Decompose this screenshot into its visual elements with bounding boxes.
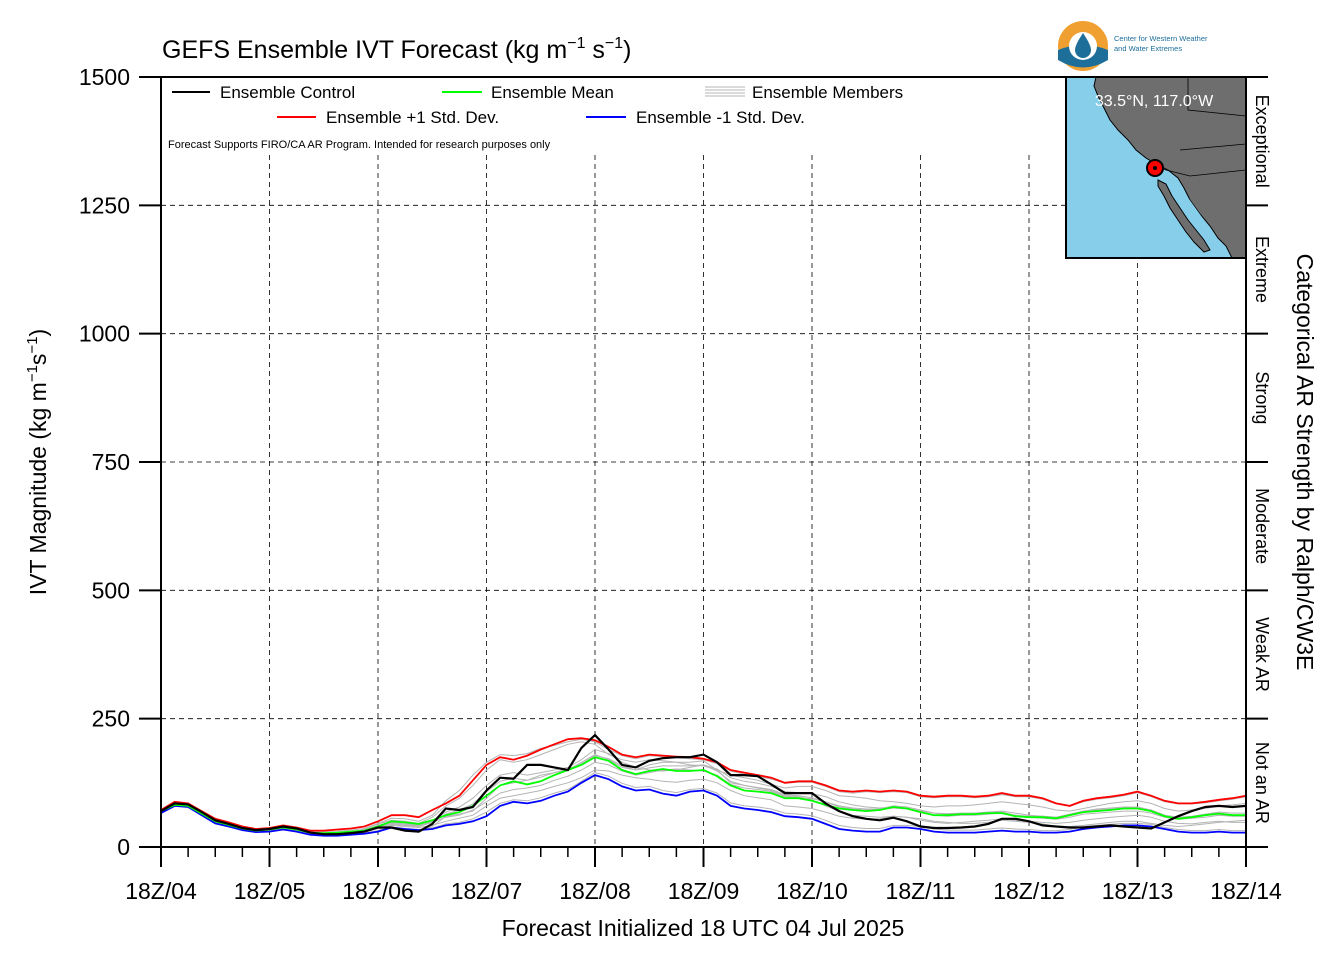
y-tick-label-5: 1250: [79, 192, 130, 218]
series-lines: [160, 733, 1247, 837]
series-control-line: [160, 733, 1247, 836]
location-center-icon: [1153, 166, 1157, 170]
inset-map-frame: [1065, 76, 1247, 259]
x-tick-label-6: 18Z/10: [776, 878, 848, 904]
y-axis: 0 250 500 750 1000 1250 1500: [79, 64, 161, 860]
y-axis-label: IVT Magnitude (kg m−1s−1): [24, 329, 51, 595]
inset-map-gulf: [1176, 186, 1222, 250]
legend-label-mean: Ensemble Mean: [491, 83, 614, 102]
x-tick-label-2: 18Z/06: [342, 878, 414, 904]
x-tick-label-5: 18Z/09: [668, 878, 740, 904]
disclaimer-note: Forecast Supports FIRO/CA AR Program. In…: [168, 139, 551, 151]
x-tick-label-7: 18Z/11: [886, 878, 956, 904]
series-plus1sd-line: [160, 737, 1247, 832]
x-axis: 18Z/04 18Z/05 18Z/06 18Z/07 18Z/08 18Z/09 18Z/…: [125, 847, 1282, 904]
x-tick-label-10: 18Z/14: [1210, 878, 1282, 904]
y-tick-label-4: 1000: [79, 321, 130, 347]
legend-label-minus1sd: Ensemble -1 Std. Dev.: [636, 108, 805, 127]
y-tick-label-0: 0: [117, 834, 130, 860]
legend-swatch-members: [705, 86, 745, 97]
chart-title: GEFS Ensemble IVT Forecast (kg m−1 s−1): [162, 35, 632, 64]
inset-map-land: [1093, 76, 1247, 259]
y-tick-label-3: 750: [92, 449, 130, 475]
x-tick-label-3: 18Z/07: [451, 878, 523, 904]
logo-text-line2: and Water Extremes: [1114, 44, 1182, 53]
y-tick-label-1: 250: [92, 706, 130, 732]
category-label-1: Weak AR: [1252, 617, 1272, 692]
series-mean-line: [160, 756, 1246, 835]
inset-map: 33.5°N, 117.0°W: [1065, 76, 1247, 259]
right-axis-label: Categorical AR Strength by Ralph/CW3E: [1292, 254, 1318, 671]
category-label-2: Moderate: [1252, 488, 1272, 564]
x-tick-label-0: 18Z/04: [125, 878, 197, 904]
legend-label-members: Ensemble Members: [752, 83, 903, 102]
x-tick-label-1: 18Z/05: [234, 878, 306, 904]
ar-category-axis: Not an AR Weak AR Moderate Strong Extreme Exc…: [1246, 76, 1272, 848]
x-tick-label-9: 18Z/13: [1102, 878, 1174, 904]
category-label-4: Extreme: [1252, 236, 1272, 303]
y-tick-label-2: 500: [92, 577, 130, 603]
category-label-5: Exceptional: [1252, 95, 1272, 188]
inset-map-baja-peninsula: [1157, 179, 1211, 253]
logo-text-line1: Center for Western Weather: [1114, 34, 1208, 43]
x-axis-label: Forecast Initialized 18 UTC 04 Jul 2025: [502, 915, 905, 941]
x-tick-label-4: 18Z/08: [559, 878, 631, 904]
category-label-3: Strong: [1252, 371, 1272, 424]
logo-water-drop-icon: [1075, 33, 1091, 58]
cw3e-logo: Center for Western Weather and Water Ext…: [1058, 21, 1208, 71]
legend-label-plus1sd: Ensemble +1 Std. Dev.: [326, 108, 499, 127]
y-tick-label-6: 1500: [79, 64, 130, 90]
legend: Ensemble Control Ensemble Mean Ensemble …: [172, 83, 903, 127]
category-label-0: Not an AR: [1252, 742, 1272, 824]
x-tick-label-8: 18Z/12: [993, 878, 1065, 904]
inset-map-coordinate-label: 33.5°N, 117.0°W: [1095, 93, 1214, 110]
legend-label-control: Ensemble Control: [220, 83, 355, 102]
series-minus1sd-line: [160, 774, 1246, 837]
